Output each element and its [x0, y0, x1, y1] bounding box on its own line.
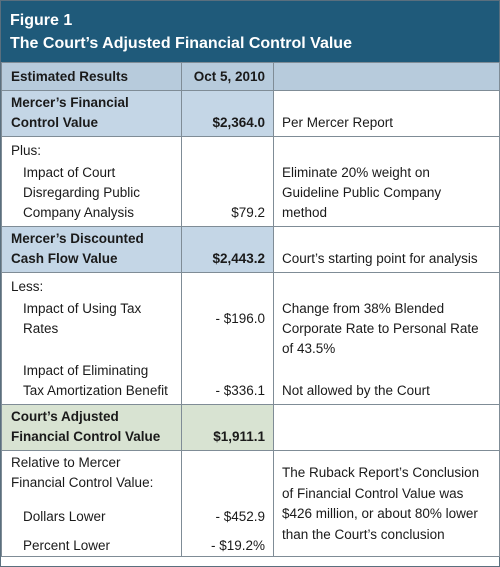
table-row-plus: Plus: — [1, 136, 500, 161]
less-value-empty — [181, 272, 274, 297]
mercer-dcf-note: Court’s starting point for analysis — [273, 226, 500, 273]
less-label: Less: — [1, 272, 182, 297]
mercer-dcf-label: Mercer’s Discounted Cash Flow Value — [1, 226, 182, 273]
table-row-tax-rates: Impact of Using Tax Rates - $196.0 Chang… — [1, 296, 500, 359]
court-fcv-label: Court’s Adjusted Financial Control Value — [1, 404, 182, 451]
table-row-court-fcv: Court’s Adjusted Financial Control Value… — [1, 404, 500, 451]
figure-title: The Court’s Adjusted Financial Control V… — [10, 35, 352, 52]
disregard-note: Eliminate 20% weight on Guideline Public… — [273, 160, 500, 227]
dollars-lower-value: - $452.9 — [215, 509, 265, 524]
table-row-disregard: Impact of Court Disregarding Public Comp… — [1, 160, 500, 227]
header-date: Oct 5, 2010 — [181, 62, 274, 91]
disregard-value: $79.2 — [181, 160, 274, 227]
figure-label: Figure 1 — [10, 12, 73, 29]
less-note-empty — [273, 272, 500, 297]
relative-values: - $452.9 - $19.2% — [181, 450, 274, 557]
tax-rates-label: Impact of Using Tax Rates — [1, 296, 182, 359]
tax-amort-note: Not allowed by the Court — [273, 358, 500, 405]
results-table: Estimated Results Oct 5, 2010 Mercer’s F… — [1, 62, 500, 557]
relative-block: Relative to Mercer Financial Control Val… — [1, 450, 182, 557]
dollars-lower-label: Dollars Lower — [23, 509, 106, 524]
tax-amort-label: Impact of Eliminating Tax Amortization B… — [1, 358, 182, 405]
disregard-label: Impact of Court Disregarding Public Comp… — [1, 160, 182, 227]
table-row-relative: Relative to Mercer Financial Control Val… — [1, 450, 500, 557]
mercer-fcv-note: Per Mercer Report — [273, 90, 500, 137]
mercer-dcf-value: $2,443.2 — [181, 226, 274, 273]
figure-header: Figure 1 The Court’s Adjusted Financial … — [1, 1, 499, 62]
plus-value-empty — [181, 136, 274, 161]
table-header-row: Estimated Results Oct 5, 2010 — [1, 62, 500, 91]
table-row-less: Less: — [1, 272, 500, 297]
table-row-mercer-fcv: Mercer’s Financial Control Value $2,364.… — [1, 90, 500, 137]
table-row-tax-amort: Impact of Eliminating Tax Amortization B… — [1, 358, 500, 405]
plus-note-empty — [273, 136, 500, 161]
court-fcv-value: $1,911.1 — [181, 404, 274, 451]
tax-rates-note: Change from 38% Blended Corporate Rate t… — [273, 296, 500, 359]
mercer-fcv-label: Mercer’s Financial Control Value — [1, 90, 182, 137]
table-row-mercer-dcf: Mercer’s Discounted Cash Flow Value $2,4… — [1, 226, 500, 273]
percent-lower-value: - $19.2% — [210, 538, 265, 553]
plus-label: Plus: — [1, 136, 182, 161]
header-estimated-results: Estimated Results — [1, 62, 182, 91]
mercer-fcv-value: $2,364.0 — [181, 90, 274, 137]
court-fcv-note — [273, 404, 500, 451]
percent-lower-label: Percent Lower — [23, 538, 111, 553]
tax-rates-value: - $196.0 — [181, 296, 274, 359]
tax-amort-value: - $336.1 — [181, 358, 274, 405]
ruback-note: The Ruback Report’s Conclusion of Financ… — [273, 450, 500, 557]
header-empty-cell — [273, 62, 500, 91]
